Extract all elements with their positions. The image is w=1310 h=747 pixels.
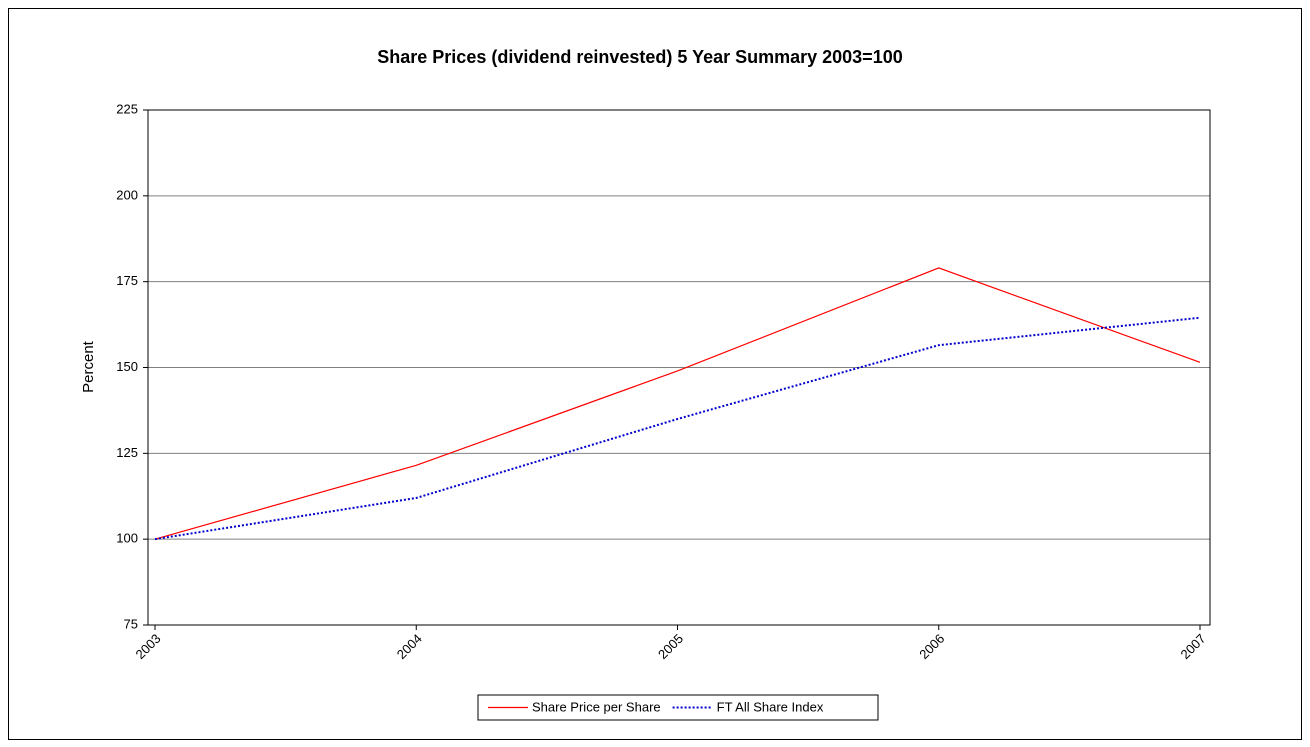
y-tick-label: 125: [116, 445, 138, 460]
chart-border: [8, 8, 1302, 740]
y-tick-label: 200: [116, 187, 138, 202]
series-line: [154, 316, 1201, 541]
legend-label: Share Price per Share: [532, 699, 661, 714]
y-tick-label: 225: [116, 101, 138, 116]
y-tick-label: 150: [116, 359, 138, 374]
y-tick-label: 100: [116, 531, 138, 546]
legend-label: FT All Share Index: [717, 699, 824, 714]
series-line: [154, 267, 1201, 540]
y-tick-label: 75: [124, 616, 138, 631]
chart-title: Share Prices (dividend reinvested) 5 Yea…: [377, 47, 902, 67]
plot-border: [147, 109, 1211, 626]
y-tick-label: 175: [116, 273, 138, 288]
y-axis-label: Percent: [80, 340, 97, 393]
